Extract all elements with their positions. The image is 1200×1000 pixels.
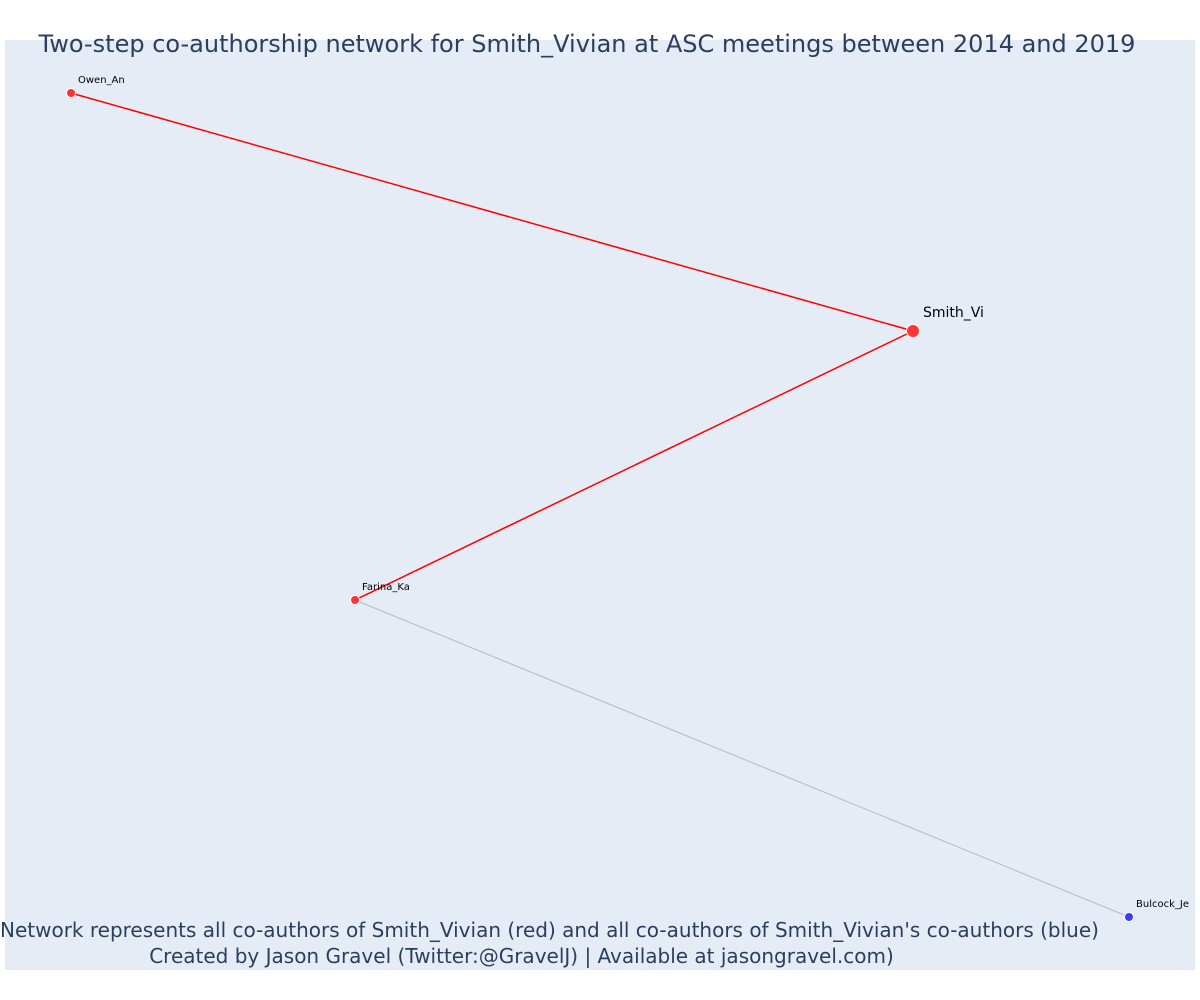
chart-title: Two-step co-authorship network for Smith… <box>38 30 1136 58</box>
node-smith-vi[interactable] <box>906 324 920 338</box>
edge-smith-vi-farina-ka <box>354 330 914 601</box>
edge-farina-ka-bulcock-je <box>354 599 1130 918</box>
node-bulcock-je[interactable] <box>1124 912 1134 922</box>
nodes-layer <box>66 88 1134 922</box>
credit-note: Created by Jason Gravel (Twitter:@Gravel… <box>149 944 894 968</box>
node-label-farina-ka: Farina_Ka <box>362 582 410 593</box>
labels-layer: Smith_Vi Owen_An Farina_Ka Bulcock_Je <box>78 75 1189 910</box>
node-label-owen-an: Owen_An <box>78 75 125 86</box>
node-farina-ka[interactable] <box>350 595 360 605</box>
node-label-smith-vi: Smith_Vi <box>923 305 984 321</box>
node-owen-an[interactable] <box>66 88 76 98</box>
edges-layer <box>70 92 1130 918</box>
edge-smith-vi-owen-an <box>70 92 914 332</box>
plot-area <box>5 40 1195 970</box>
node-label-bulcock-je: Bulcock_Je <box>1136 899 1189 910</box>
legend-note: Network represents all co-authors of Smi… <box>0 918 1099 942</box>
